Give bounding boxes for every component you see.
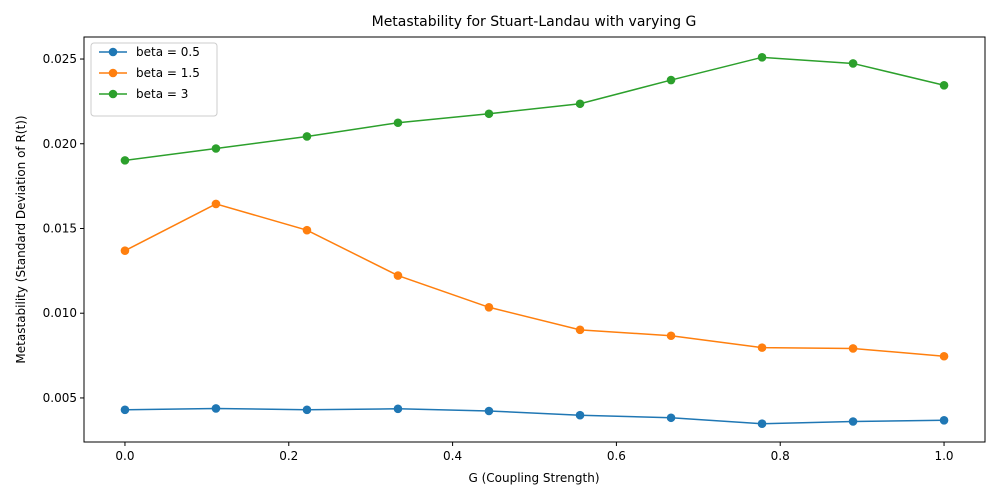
x-tick-label: 0.4 (443, 449, 462, 463)
y-tick-label: 0.010 (43, 306, 77, 320)
data-point (120, 246, 130, 255)
legend-item: beta = 3 (99, 87, 188, 101)
data-point (575, 325, 585, 335)
series-1 (120, 199, 949, 361)
data-point (484, 109, 494, 119)
legend-marker (108, 47, 118, 57)
data-point (393, 118, 403, 128)
y-tick-label: 0.020 (43, 137, 77, 151)
data-point (484, 406, 494, 416)
data-point (393, 271, 403, 280)
y-tick-label: 0.025 (43, 52, 77, 66)
data-point (484, 302, 494, 312)
series-line (124, 203, 945, 358)
x-tick-label: 0.8 (771, 449, 790, 463)
data-point (211, 144, 221, 153)
data-point (302, 132, 312, 141)
data-point (120, 405, 130, 415)
plot-area (120, 53, 949, 428)
x-tick-label: 1.0 (934, 449, 953, 463)
data-point (939, 80, 949, 90)
legend-frame (90, 42, 218, 117)
data-point (666, 413, 676, 423)
x-tick-label: 0.0 (115, 449, 134, 463)
y-axis: 0.005 0.010 0.015 0.020 0.025 (43, 52, 84, 405)
series-line (124, 407, 945, 425)
data-point (302, 405, 312, 415)
y-axis-label: Metastability (Standard Deviation of R(t… (14, 115, 28, 363)
x-axis: 0.0 0.2 0.4 0.6 0.8 1.0 (115, 442, 954, 463)
data-point (848, 59, 858, 68)
data-point (666, 75, 676, 85)
data-point (575, 410, 585, 420)
y-tick-label: 0.005 (43, 391, 77, 405)
legend-item: beta = 0.5 (99, 45, 200, 59)
legend-label: beta = 1.5 (136, 66, 200, 80)
legend-label: beta = 3 (136, 87, 188, 101)
data-point (211, 404, 221, 413)
data-point (939, 416, 949, 425)
data-point (848, 417, 858, 426)
series-0 (120, 404, 949, 428)
x-tick-label: 0.2 (279, 449, 298, 463)
data-point (848, 344, 858, 353)
data-point (575, 99, 585, 109)
x-tick-label: 0.6 (607, 449, 626, 463)
series-line (124, 56, 945, 162)
data-point (757, 343, 767, 352)
axes-frame (83, 36, 986, 443)
y-tick-label: 0.015 (43, 221, 77, 235)
data-point (757, 53, 767, 62)
legend-label: beta = 0.5 (136, 45, 200, 59)
series-2 (120, 53, 949, 165)
data-point (939, 351, 949, 361)
legend: beta = 0.5 beta = 1.5 beta = 3 (90, 42, 218, 117)
data-point (120, 156, 130, 165)
legend-marker (108, 68, 118, 78)
data-point (302, 225, 312, 235)
x-axis-label: G (Coupling Strength) (468, 471, 599, 485)
legend-item: beta = 1.5 (99, 66, 200, 80)
data-point (211, 199, 221, 209)
legend-marker (108, 89, 118, 99)
data-point (666, 331, 676, 341)
chart-title: Metastability for Stuart-Landau with var… (372, 14, 697, 30)
data-point (393, 404, 403, 414)
data-point (757, 419, 767, 428)
